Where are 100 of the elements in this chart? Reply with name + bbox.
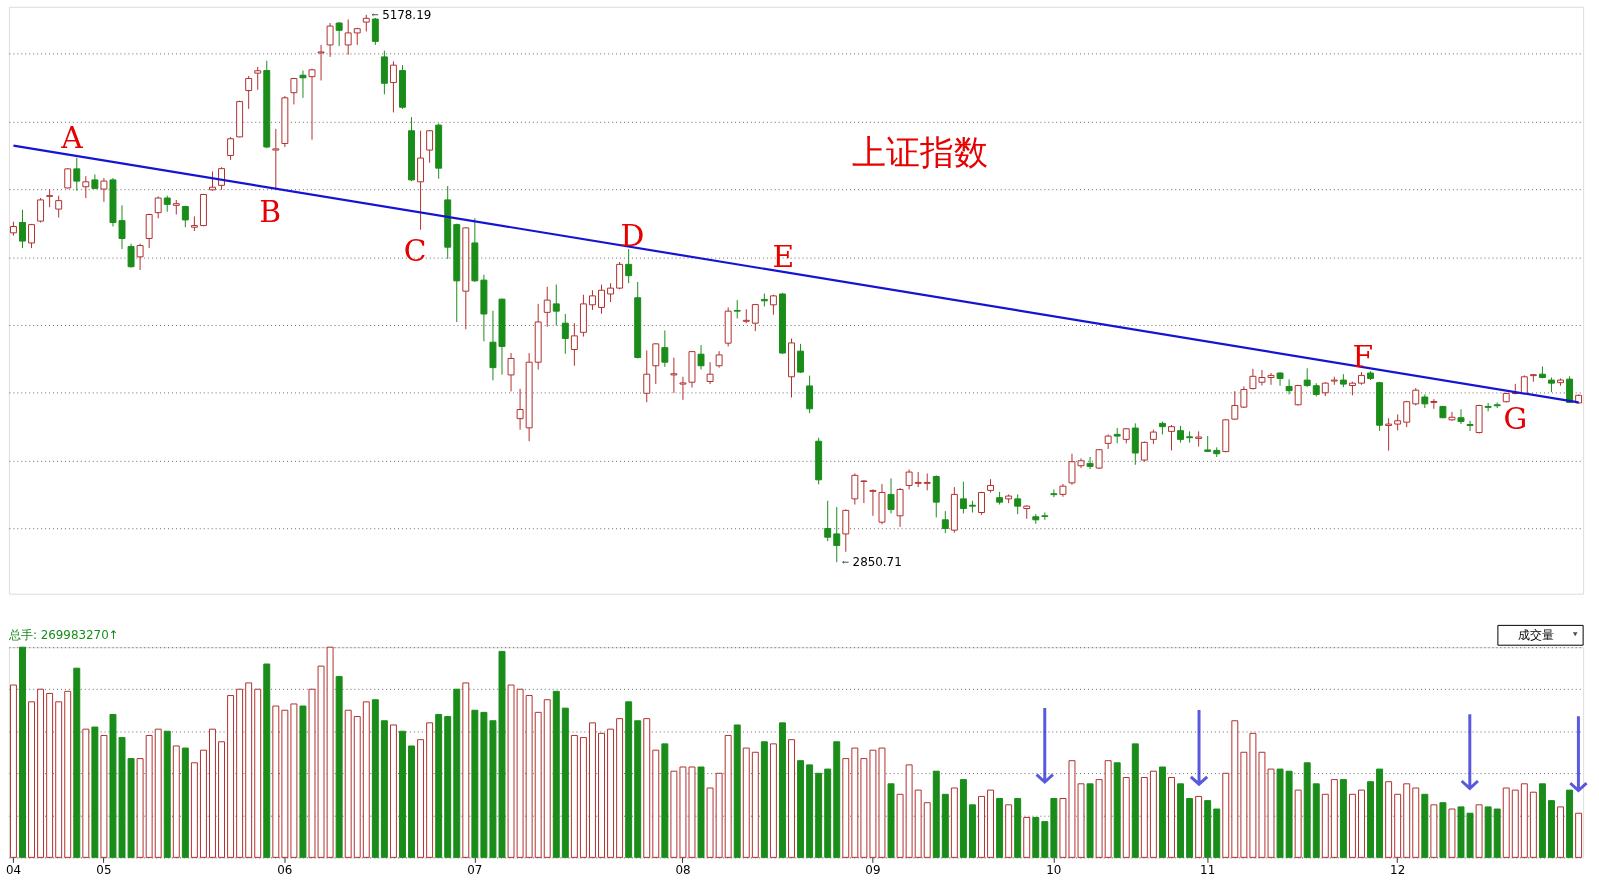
- bar: [408, 745, 415, 858]
- candlestick: [507, 352, 515, 392]
- candlestick: [516, 388, 524, 431]
- bar: [299, 705, 307, 858]
- candlestick: [290, 77, 298, 105]
- bar: [453, 688, 461, 858]
- bar: [1321, 793, 1329, 858]
- bar: [73, 667, 81, 858]
- candlestick: [127, 243, 135, 269]
- bar: [1412, 787, 1420, 858]
- candlestick: [697, 344, 705, 370]
- bar: [1131, 743, 1139, 858]
- bar: [941, 793, 949, 858]
- bar: [634, 720, 642, 858]
- bar: [552, 690, 560, 858]
- annotation: B: [259, 194, 282, 230]
- candlestick: [1231, 390, 1239, 421]
- bar: [543, 699, 551, 858]
- candlestick: [308, 68, 316, 141]
- bar: [1158, 766, 1166, 858]
- bar: [959, 779, 967, 858]
- candlestick: [28, 223, 36, 249]
- candlestick: [905, 468, 913, 490]
- bar: [435, 713, 443, 858]
- candlestick: [598, 284, 605, 315]
- bar: [426, 722, 434, 858]
- bar: [1358, 789, 1365, 858]
- bar: [1430, 804, 1438, 858]
- bar: [1095, 779, 1103, 858]
- bar: [1502, 787, 1510, 858]
- candlestick: [245, 75, 253, 110]
- annotation: 5178.19: [382, 7, 432, 22]
- bar: [643, 718, 651, 858]
- bar: [263, 663, 271, 858]
- bar: [444, 716, 452, 858]
- bar: [932, 770, 940, 858]
- candlestick: [19, 209, 26, 249]
- bar: [389, 724, 397, 858]
- bar: [1493, 808, 1501, 858]
- bar: [1104, 760, 1112, 858]
- candlestick: [1050, 488, 1058, 498]
- bar: [417, 739, 425, 858]
- bar: [579, 737, 587, 858]
- candlestick: [335, 21, 343, 47]
- bar: [1367, 781, 1374, 858]
- bar: [815, 772, 823, 858]
- candlestick: [1014, 493, 1022, 515]
- bar: [290, 703, 298, 858]
- candlestick: [1140, 440, 1148, 463]
- candlestick: [751, 303, 759, 332]
- bar: [1204, 800, 1212, 858]
- bar: [1394, 793, 1402, 858]
- bar: [199, 749, 207, 858]
- candlestick: [887, 477, 895, 514]
- candlestick: [145, 213, 153, 249]
- bar: [1529, 791, 1537, 858]
- candlestick: [1430, 398, 1438, 410]
- bar: [28, 701, 36, 858]
- bar: [1140, 776, 1148, 858]
- candlestick: [607, 282, 615, 303]
- bar: [851, 747, 859, 858]
- x-tick-label: 07: [467, 862, 483, 877]
- bar: [154, 728, 162, 858]
- bar: [371, 699, 379, 858]
- candlestick: [1086, 456, 1094, 470]
- bar: [272, 705, 280, 858]
- candlestick: [317, 44, 325, 81]
- bar: [1023, 816, 1031, 858]
- bar: [887, 783, 895, 858]
- bar: [588, 722, 596, 858]
- bar: [778, 722, 786, 858]
- bar: [181, 747, 189, 858]
- candlestick: [1168, 424, 1175, 451]
- bar: [281, 709, 289, 858]
- bar: [788, 739, 795, 858]
- bar: [715, 772, 723, 858]
- bar: [1032, 816, 1040, 858]
- bar: [1439, 802, 1447, 858]
- candlestick: [824, 500, 832, 542]
- candlestick: [851, 472, 859, 506]
- annotation: E: [772, 238, 795, 274]
- bar: [1557, 806, 1564, 858]
- candlestick: [1303, 367, 1311, 388]
- bar: [245, 682, 253, 858]
- bar: [697, 766, 705, 858]
- bar: [1303, 762, 1311, 858]
- candlestick: [46, 188, 54, 208]
- bar: [625, 701, 633, 858]
- bar: [335, 676, 343, 858]
- bar: [1575, 812, 1583, 858]
- bar: [399, 730, 406, 858]
- candlestick: [833, 506, 841, 563]
- bar: [190, 762, 198, 858]
- candlestick: [616, 261, 624, 290]
- bar: [950, 787, 958, 858]
- candlestick: [860, 479, 868, 504]
- x-tick-label: 10: [1046, 862, 1062, 877]
- bar: [652, 749, 660, 858]
- bar: [561, 707, 569, 858]
- bar: [824, 768, 832, 858]
